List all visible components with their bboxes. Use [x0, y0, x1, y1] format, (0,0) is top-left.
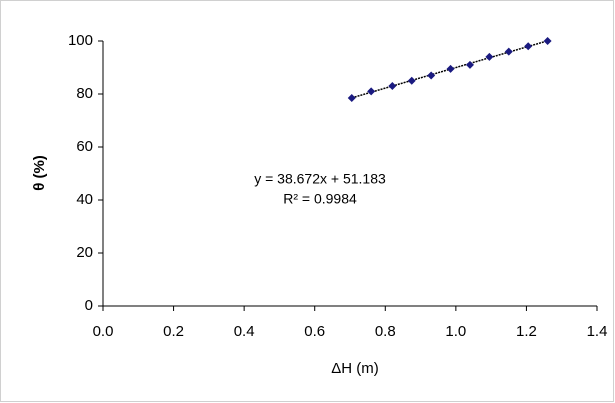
point: [427, 71, 436, 80]
x-tick-label: 0.4: [234, 323, 255, 340]
x-tick-label: 0.8: [375, 323, 396, 340]
x-tick-label: 1.0: [445, 323, 466, 340]
x-tick-label: 1.4: [587, 323, 608, 340]
r-squared: R² = 0.9984: [283, 191, 357, 207]
y-tick-label: 0: [85, 297, 93, 314]
point: [367, 87, 376, 96]
x-axis-label: ΔH (m): [331, 360, 379, 377]
y-tick-label: 60: [76, 138, 93, 155]
point: [446, 64, 455, 73]
y-axis-label: θ (%): [31, 155, 48, 191]
equation: y = 38.672x + 51.183: [254, 171, 386, 187]
point: [485, 52, 494, 61]
x-tick-label: 0.6: [304, 323, 325, 340]
point: [407, 76, 416, 85]
point: [524, 42, 533, 51]
y-tick-label: 100: [68, 32, 93, 49]
point: [465, 60, 474, 69]
point: [388, 82, 397, 91]
y-tick-label: 40: [76, 191, 93, 208]
point: [347, 93, 356, 102]
trendline: [351, 40, 548, 99]
x-tick-label: 1.2: [516, 323, 537, 340]
x-tick-label: 0.0: [93, 323, 114, 340]
x-tick-label: 0.2: [163, 323, 184, 340]
y-tick-label: 80: [76, 85, 93, 102]
point: [504, 47, 513, 56]
point: [543, 37, 552, 45]
y-tick-label: 20: [76, 244, 93, 261]
